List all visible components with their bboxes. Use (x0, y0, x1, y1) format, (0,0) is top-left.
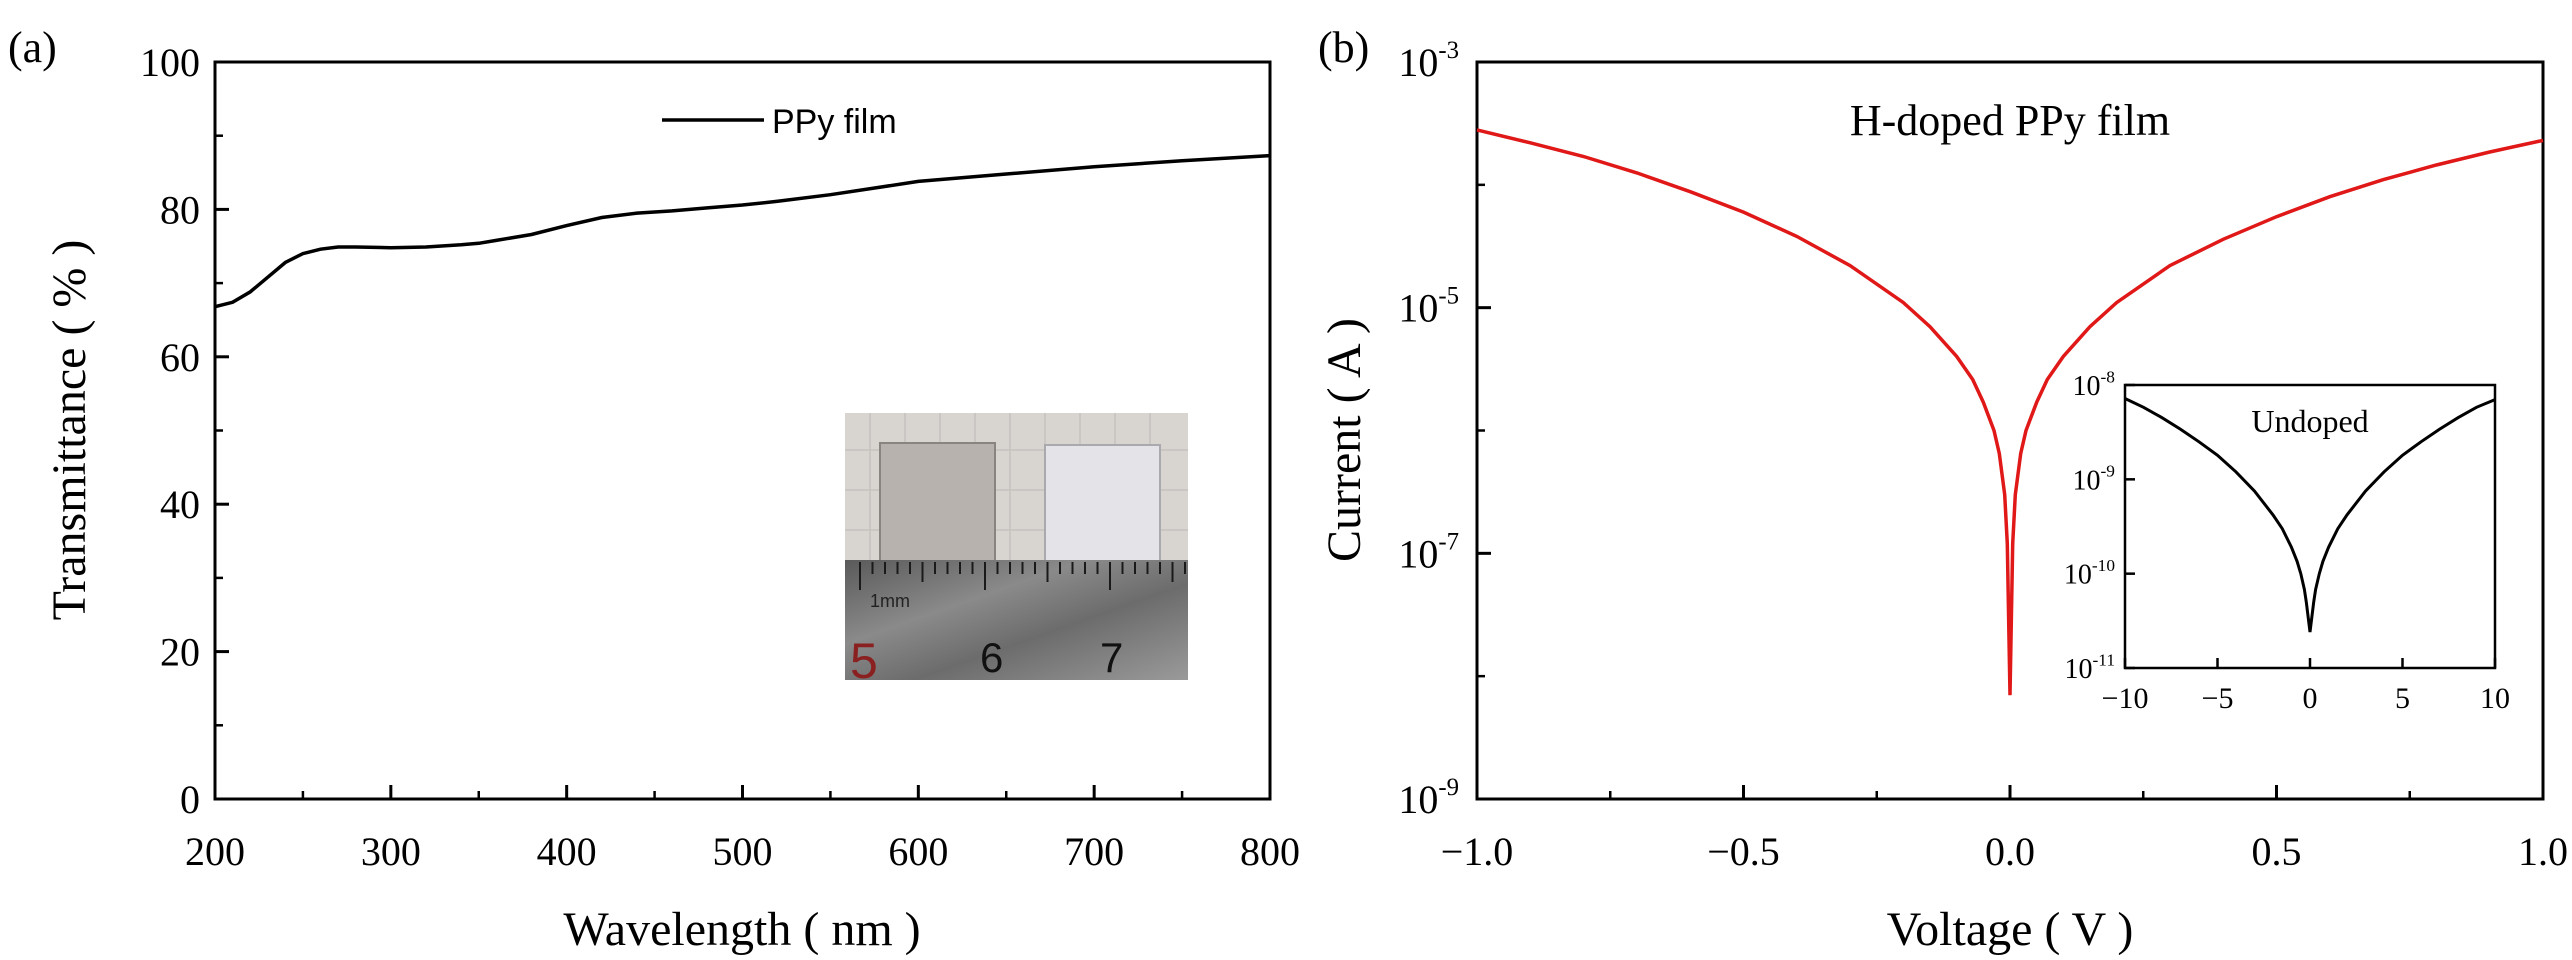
legend-label-ppy-film: PPy film (772, 103, 897, 141)
x-tick-label-b: −1.0 (1441, 829, 1514, 874)
y-tick-label-a: 40 (160, 482, 200, 527)
inset-ruler-number-6: 6 (980, 634, 1003, 681)
panel-a: (a) 200 300 400 500 600 700 800 0 20 40 60 80 100 Wa… (8, 23, 1300, 956)
inset-chart-b: −10 −5 0 5 10 10-8 10-9 10-10 10-11 Undoped (2064, 367, 2510, 715)
inset-x-tick-label: 5 (2395, 682, 2410, 715)
x-tick-label-a: 500 (713, 829, 773, 874)
y-tick-label-b: 10-3 (1398, 37, 1459, 85)
x-tick-label-a: 200 (185, 829, 245, 874)
x-axis-label-a: Wavelength ( nm ) (563, 903, 920, 956)
y-axis-label-b: Current ( A ) (1318, 318, 1371, 562)
inset-x-tick-label: −10 (2102, 682, 2149, 715)
inset-ruler-number-7: 7 (1100, 634, 1123, 681)
inset-ruler (845, 560, 1188, 680)
inset-y-tick-label: 10-9 (2073, 462, 2115, 497)
inset-photo: 1mm 5 6 7 (845, 413, 1188, 689)
panel-b: (b) −1.0 −0.5 0.0 0.5 1.0 10-3 10-5 10-7 10-9 Vo… (1318, 23, 2568, 956)
panel-label-a: (a) (8, 23, 57, 72)
x-tick-label-b: 0.0 (1985, 829, 2035, 874)
panel-label-b: (b) (1318, 23, 1369, 72)
y-tick-label-b: 10-9 (1398, 774, 1459, 822)
legend-a: PPy film (662, 103, 897, 141)
y-tick-label-a: 100 (140, 40, 200, 85)
inset-x-tick-label: 0 (2303, 682, 2318, 715)
inset-scale-text: 1mm (870, 591, 910, 611)
y-tick-label-b: 10-5 (1398, 283, 1459, 331)
series-line-ppy-film (214, 153, 1271, 309)
inset-series-line-undoped (2124, 397, 2496, 633)
inset-film-undoped (1044, 444, 1161, 564)
y-tick-label-b: 10-7 (1398, 528, 1459, 576)
annotation-h-doped: H-doped PPy film (1850, 96, 2170, 145)
y-tick-label-a: 0 (180, 777, 200, 822)
y-tick-label-a: 20 (160, 630, 200, 675)
y-axis-label-a: Transmittance ( % ) (43, 240, 96, 621)
x-tick-label-a: 700 (1064, 829, 1124, 874)
inset-y-tick-label: 10-8 (2073, 367, 2116, 402)
x-tick-label-b: −0.5 (1707, 829, 1780, 874)
inset-x-tick-label: −5 (2202, 682, 2234, 715)
inset-y-tick-label: 10-11 (2065, 650, 2116, 685)
inset-film-doped (879, 442, 996, 564)
x-tick-label-a: 800 (1240, 829, 1300, 874)
inset-ruler-number-5: 5 (850, 633, 878, 689)
x-tick-label-a: 400 (537, 829, 597, 874)
y-tick-label-a: 80 (160, 187, 200, 232)
x-axis-label-b: Voltage ( V ) (1887, 903, 2134, 956)
y-tick-label-a: 60 (160, 335, 200, 380)
inset-x-tick-label: 10 (2480, 682, 2510, 715)
x-tick-label-b: 1.0 (2518, 829, 2568, 874)
inset-annotation-undoped: Undoped (2251, 403, 2368, 439)
x-tick-label-a: 300 (361, 829, 421, 874)
series-line-h-doped (1476, 128, 2544, 696)
inset-y-tick-label: 10-10 (2064, 556, 2115, 591)
x-tick-label-a: 600 (888, 829, 948, 874)
x-tick-label-b: 0.5 (2252, 829, 2302, 874)
